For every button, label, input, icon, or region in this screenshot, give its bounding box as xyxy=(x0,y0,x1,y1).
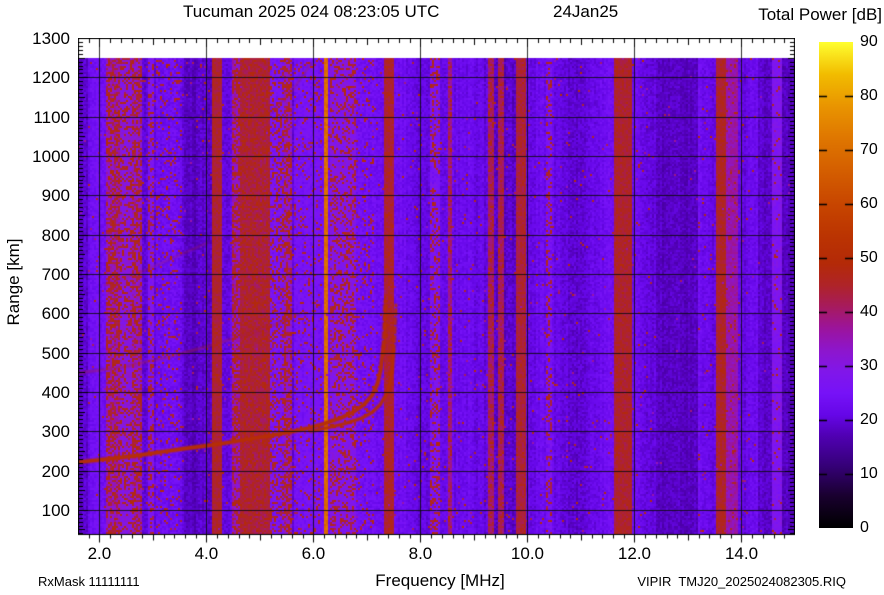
x-tick-label: 12.0 xyxy=(617,544,652,563)
x-tick-label: 6.0 xyxy=(301,544,326,563)
colorbar-tick-label: 10 xyxy=(860,465,878,482)
chart-title: Tucuman 2025 024 08:23:05 UTC xyxy=(183,2,440,21)
x-tick-label: 2.0 xyxy=(87,544,112,563)
colorbar-canvas xyxy=(819,42,853,528)
y-tick-label: 500 xyxy=(41,343,70,363)
colorbar-tick-label: 40 xyxy=(860,303,878,320)
colorbar-tick-label: 60 xyxy=(860,195,878,212)
colorbar-tick-label: 80 xyxy=(860,87,878,104)
y-axis-label: Range [km] xyxy=(4,238,23,326)
x-tick-label: 8.0 xyxy=(408,544,433,563)
colorbar-tick-label: 50 xyxy=(860,249,878,266)
y-tick-label: 900 xyxy=(41,186,70,206)
rx-mask-label: RxMask 11111111 xyxy=(38,574,140,589)
y-tick-label: 800 xyxy=(41,225,70,245)
colorbar-tick-label: 90 xyxy=(860,33,878,50)
y-tick-label: 600 xyxy=(41,304,70,324)
y-tick-label: 400 xyxy=(41,382,70,402)
chart-date: 24Jan25 xyxy=(553,2,619,21)
colorbar-title: Total Power [dB] xyxy=(758,5,882,24)
y-tick-label: 1300 xyxy=(32,29,70,48)
y-tick-label: 1200 xyxy=(32,68,70,88)
x-tick-label: 14.0 xyxy=(724,544,759,563)
x-tick-label: 10.0 xyxy=(510,544,544,563)
colorbar-tick-label: 30 xyxy=(860,357,878,374)
y-tick-label: 300 xyxy=(41,422,70,442)
x-tick-label: 4.0 xyxy=(194,544,219,563)
y-tick-label: 100 xyxy=(41,500,70,520)
colorbar-tick-label: 0 xyxy=(860,519,869,536)
x-axis-label: Frequency [MHz] xyxy=(375,571,505,590)
y-tick-label: 200 xyxy=(41,461,70,481)
y-tick-label: 700 xyxy=(41,264,70,284)
colorbar-tick-label: 70 xyxy=(860,141,878,158)
y-tick-label: 1100 xyxy=(33,107,70,127)
file-id-label: VIPIR TMJ20_2025024082305.RIQ xyxy=(637,574,846,589)
y-tick-label: 1000 xyxy=(32,146,70,166)
colorbar-tick-label: 20 xyxy=(860,411,878,428)
ionogram-heatmap-canvas xyxy=(78,38,795,544)
